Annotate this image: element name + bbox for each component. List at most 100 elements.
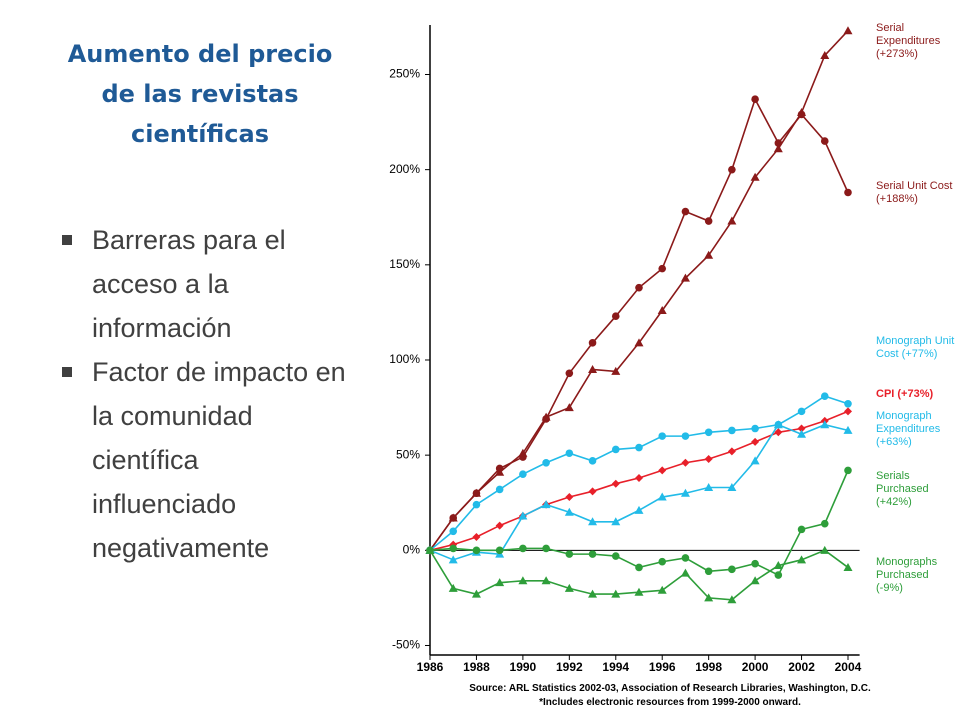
- marker: [634, 587, 644, 596]
- x-tick-label: 1988: [463, 660, 490, 674]
- marker: [658, 557, 667, 566]
- marker: [680, 568, 690, 577]
- marker: [611, 589, 621, 598]
- marker: [704, 483, 714, 492]
- marker: [634, 505, 644, 514]
- marker: [635, 563, 643, 572]
- marker: [635, 283, 643, 292]
- marker: [611, 479, 620, 488]
- series-label: Monographs Purchased (-9%): [876, 556, 938, 594]
- marker: [611, 517, 621, 526]
- marker: [774, 428, 783, 437]
- marker: [680, 488, 690, 497]
- marker: [564, 403, 574, 412]
- marker: [750, 576, 760, 585]
- marker: [588, 589, 598, 598]
- marker: [704, 454, 713, 463]
- marker: [843, 407, 852, 416]
- y-tick-label: -50%: [392, 638, 420, 652]
- marker: [843, 562, 853, 571]
- x-tick-label: 2004: [835, 660, 862, 674]
- marker: [751, 424, 759, 433]
- marker: [472, 546, 481, 555]
- marker: [681, 432, 690, 440]
- marker: [449, 544, 458, 553]
- marker: [820, 420, 830, 429]
- x-tick-label: 1996: [649, 660, 676, 674]
- x-tick-label: 1998: [695, 660, 722, 674]
- y-tick-label: 200%: [389, 162, 420, 176]
- marker: [797, 110, 806, 119]
- marker: [774, 139, 783, 147]
- marker: [472, 489, 481, 498]
- marker: [727, 483, 737, 492]
- marker: [797, 407, 806, 416]
- marker: [425, 545, 435, 554]
- marker: [495, 546, 504, 555]
- bullet-list: Barreras para el acceso a la información…: [58, 218, 348, 570]
- marker: [448, 583, 458, 592]
- marker: [773, 144, 783, 153]
- marker: [634, 473, 643, 482]
- series-label: Serial Unit Cost (+188%): [876, 180, 953, 205]
- marker: [750, 456, 760, 465]
- marker: [495, 464, 504, 473]
- marker: [844, 188, 852, 197]
- marker: [611, 312, 620, 321]
- series-line: [429, 395, 849, 551]
- marker: [681, 458, 690, 467]
- marker: [588, 517, 598, 526]
- marker: [449, 514, 458, 522]
- marker: [843, 425, 853, 434]
- marker: [820, 50, 830, 59]
- marker: [681, 207, 690, 216]
- marker: [658, 264, 667, 273]
- marker: [634, 338, 644, 347]
- marker: [588, 339, 597, 347]
- x-tick-label: 2000: [742, 660, 769, 674]
- marker: [657, 585, 667, 594]
- marker: [448, 555, 458, 564]
- marker: [564, 507, 574, 516]
- x-tick-label: 1990: [510, 660, 537, 674]
- marker: [564, 583, 574, 592]
- marker: [611, 552, 620, 560]
- marker: [728, 426, 736, 435]
- series-line: [429, 97, 849, 551]
- marker: [751, 559, 759, 568]
- marker: [820, 545, 830, 554]
- marker: [680, 273, 690, 282]
- marker: [542, 415, 550, 423]
- x-tick-label: 1992: [556, 660, 583, 674]
- marker: [728, 565, 736, 574]
- series-label: Serial Expenditures (+273%): [876, 22, 941, 60]
- marker: [843, 26, 853, 35]
- marker: [844, 399, 852, 408]
- marker: [704, 217, 713, 225]
- marker: [844, 466, 852, 475]
- y-tick-label: 100%: [389, 352, 420, 366]
- marker: [774, 571, 783, 579]
- marker: [611, 366, 621, 375]
- marker: [797, 424, 806, 433]
- y-tick-label: 250%: [389, 67, 420, 81]
- source: Source: ARL Statistics 2002-03, Associat…: [469, 683, 871, 694]
- marker: [495, 578, 505, 587]
- marker: [658, 432, 667, 440]
- bullet: Factor de impacto en la comunidad cientí…: [58, 350, 348, 570]
- marker: [820, 137, 829, 145]
- marker: [541, 576, 551, 585]
- marker: [797, 525, 806, 534]
- x-tick-label: 1994: [602, 660, 629, 674]
- x-tick-label: 1986: [417, 660, 444, 674]
- bullet: Barreras para el acceso a la información: [58, 218, 348, 350]
- marker: [727, 447, 736, 456]
- marker: [704, 593, 714, 602]
- marker: [588, 365, 598, 374]
- marker: [704, 428, 713, 437]
- marker: [588, 457, 597, 465]
- y-tick-label: 150%: [389, 257, 420, 271]
- marker: [635, 443, 643, 452]
- marker: [518, 511, 528, 520]
